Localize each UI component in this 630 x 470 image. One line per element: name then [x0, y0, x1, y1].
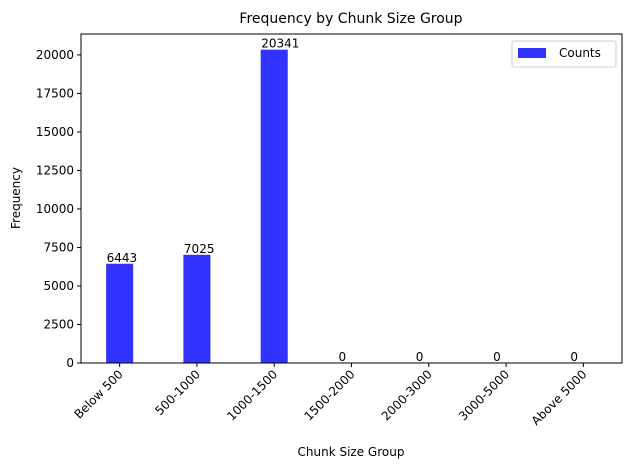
bar-1	[183, 254, 211, 363]
x-tick-label-2: 1000-1500	[224, 367, 280, 423]
bar-value-label-3: 0	[339, 350, 347, 364]
plot-frame	[80, 33, 623, 364]
x-axis-label: Chunk Size Group	[298, 445, 405, 459]
x-tick-label-4: 2000-3000	[379, 367, 435, 423]
legend-label: Counts	[559, 46, 601, 60]
bar-0	[106, 263, 134, 363]
x-axis-ticks: Below 500 500-1000 1000-1500 1500-2000 2000-…	[71, 363, 589, 428]
bars-group	[106, 49, 288, 364]
bar-value-label-6: 0	[570, 350, 578, 364]
bar-value-label-1: 7025	[184, 242, 215, 256]
y-tick-label-1: 2500	[43, 317, 74, 331]
bar-value-label-4: 0	[416, 350, 424, 364]
y-tick-label-6: 15000	[36, 125, 74, 139]
x-tick-label-3: 1500-2000	[301, 367, 357, 423]
y-tick-label-8: 20000	[36, 48, 74, 62]
y-axis-label: Frequency	[9, 167, 23, 229]
y-tick-label-3: 7500	[43, 240, 74, 254]
legend: Counts	[511, 40, 617, 68]
legend-swatch	[518, 48, 546, 58]
x-tick-label-0: Below 500	[71, 367, 125, 421]
bar-value-label-0: 6443	[107, 251, 138, 265]
x-tick-label-5: 3000-5000	[456, 367, 512, 423]
chart-title: Frequency by Chunk Size Group	[239, 11, 462, 27]
legend-frame	[511, 40, 617, 68]
bar-2	[260, 49, 288, 364]
bar-labels-group: 6443 7025 20341 0 0 0 0	[107, 37, 578, 364]
y-tick-label-4: 10000	[36, 202, 74, 216]
bar-value-label-5: 0	[493, 350, 501, 364]
bar-value-label-2: 20341	[261, 37, 299, 51]
x-tick-label-6: Above 5000	[529, 367, 590, 428]
y-axis-ticks: 0 2500 5000 7500 10000 12500 15000 17500 20000	[36, 48, 81, 370]
y-tick-label-0: 0	[66, 356, 74, 370]
y-tick-label-5: 12500	[36, 163, 74, 177]
y-tick-label-7: 17500	[36, 86, 74, 100]
y-tick-label-2: 5000	[43, 279, 74, 293]
x-tick-label-1: 500-1000	[152, 367, 203, 418]
